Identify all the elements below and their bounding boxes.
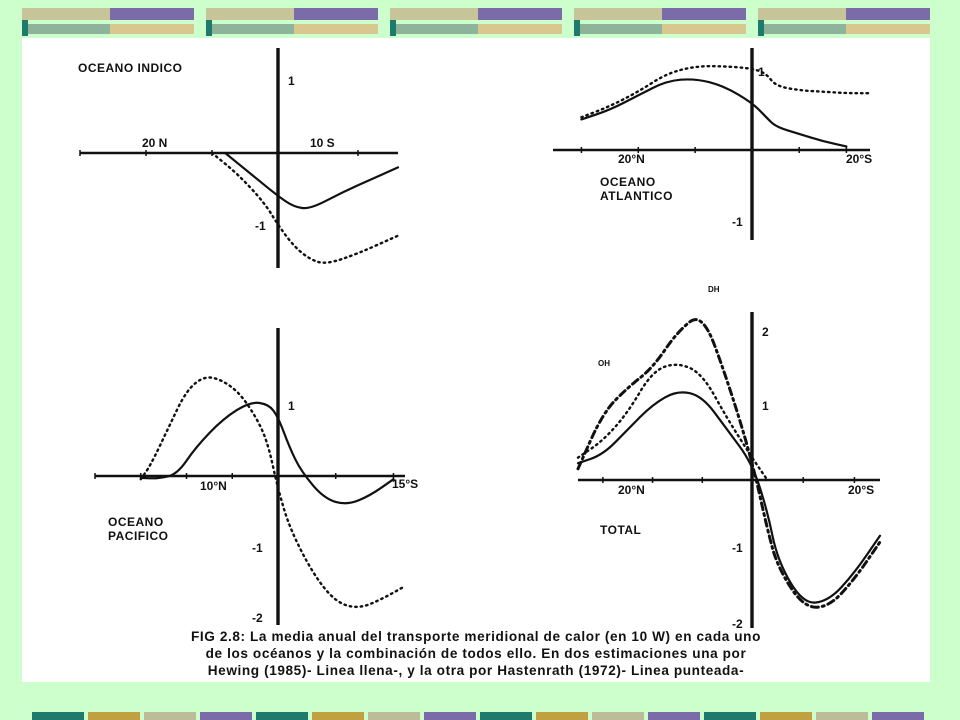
x-tick-label: 10 S — [310, 136, 335, 150]
header-block — [758, 8, 846, 20]
header-block — [758, 20, 764, 36]
caption-line-3: Hewing (1985)- Linea llena-, y la otra p… — [207, 663, 745, 678]
figure-charts: 20 N 10 S 1 -1 OCEANO INDICO 20°N 20°S 1 -1 OCEAN… — [78, 48, 882, 628]
x-tick-label: 20°N — [618, 152, 645, 166]
y-tick-label: -1 — [255, 219, 266, 233]
header-block — [662, 8, 746, 20]
y-tick-label: 2 — [762, 325, 769, 339]
x-tick-label: 20 N — [142, 136, 167, 150]
header-decor-bar — [22, 8, 930, 36]
series-label: OH — [598, 359, 610, 368]
header-block — [294, 24, 378, 34]
header-block — [206, 8, 294, 20]
footer-block — [704, 712, 756, 720]
footer-block — [648, 712, 700, 720]
header-block — [110, 24, 194, 34]
y-tick-label: -2 — [252, 611, 263, 625]
chart-title: PACIFICO — [108, 529, 168, 543]
y-tick-label: -1 — [252, 541, 263, 555]
footer-block — [592, 712, 644, 720]
header-block — [478, 24, 562, 34]
header-block — [574, 20, 580, 36]
footer-block — [480, 712, 532, 720]
header-block — [662, 24, 746, 34]
x-tick-label: 15°S — [392, 477, 418, 491]
series-line-dash-dot — [576, 318, 882, 609]
header-block — [390, 8, 478, 20]
header-block — [206, 20, 212, 36]
chart-title: ATLANTICO — [600, 189, 673, 203]
series-line-solid — [580, 78, 848, 148]
footer-block — [368, 712, 420, 720]
header-block — [28, 24, 110, 34]
header-block — [294, 8, 378, 20]
chart-title: TOTAL — [600, 523, 641, 537]
header-block — [478, 8, 562, 20]
x-tick-label: 10°N — [200, 479, 227, 493]
series-line-solid — [139, 401, 395, 505]
series-line-solid — [224, 151, 400, 210]
series-line-dotted — [576, 363, 769, 482]
y-tick-label: 1 — [288, 74, 295, 88]
y-tick-label: 1 — [762, 399, 769, 413]
header-block — [22, 20, 28, 36]
footer-block — [200, 712, 252, 720]
figure-caption: FIG 2.8: La media anual del transporte m… — [34, 628, 918, 679]
x-tick-label: 20°N — [618, 483, 645, 497]
footer-block — [32, 712, 84, 720]
series-line-dotted — [210, 151, 400, 264]
chart-title: OCEANO INDICO — [78, 61, 183, 75]
footer-block — [816, 712, 868, 720]
header-block — [846, 8, 930, 20]
footer-block — [536, 712, 588, 720]
header-block — [574, 8, 662, 20]
x-tick-label: 20°S — [848, 483, 874, 497]
figure-panel: 20 N 10 S 1 -1 OCEANO INDICO 20°N 20°S 1 -1 OCEAN… — [22, 38, 930, 682]
series-label: DH — [708, 285, 720, 294]
footer-block — [256, 712, 308, 720]
series-line-dotted — [580, 65, 872, 119]
y-tick-label: 1 — [758, 65, 765, 79]
y-tick-label: -1 — [732, 215, 743, 229]
header-block — [110, 8, 194, 20]
footer-block — [312, 712, 364, 720]
header-block — [22, 8, 110, 20]
y-tick-label: -1 — [732, 541, 743, 555]
footer-decor-bar — [32, 712, 924, 720]
footer-block — [760, 712, 812, 720]
header-block — [764, 24, 846, 34]
series-line-dotted — [139, 376, 407, 609]
header-block — [212, 24, 294, 34]
caption-line-2: de los océanos y la combinación de todos… — [205, 646, 747, 661]
caption-line-1: FIG 2.8: La media anual del transporte m… — [191, 629, 761, 644]
header-block — [580, 24, 662, 34]
footer-block — [424, 712, 476, 720]
y-tick-label: 1 — [288, 399, 295, 413]
series-line-solid — [576, 391, 882, 604]
header-block — [846, 24, 930, 34]
chart-total: 20°N 20°S 2 1 -1 -2 DH OH TOTAL — [576, 285, 882, 628]
chart-title: OCEANO — [600, 175, 656, 189]
header-block — [390, 20, 396, 36]
footer-block — [872, 712, 924, 720]
x-tick-label: 20°S — [846, 152, 872, 166]
y-tick-label: -2 — [732, 617, 743, 628]
header-block — [396, 24, 478, 34]
footer-block — [88, 712, 140, 720]
footer-block — [144, 712, 196, 720]
chart-indico: 20 N 10 S 1 -1 OCEANO INDICO — [78, 48, 400, 268]
chart-title: OCEANO — [108, 515, 164, 529]
